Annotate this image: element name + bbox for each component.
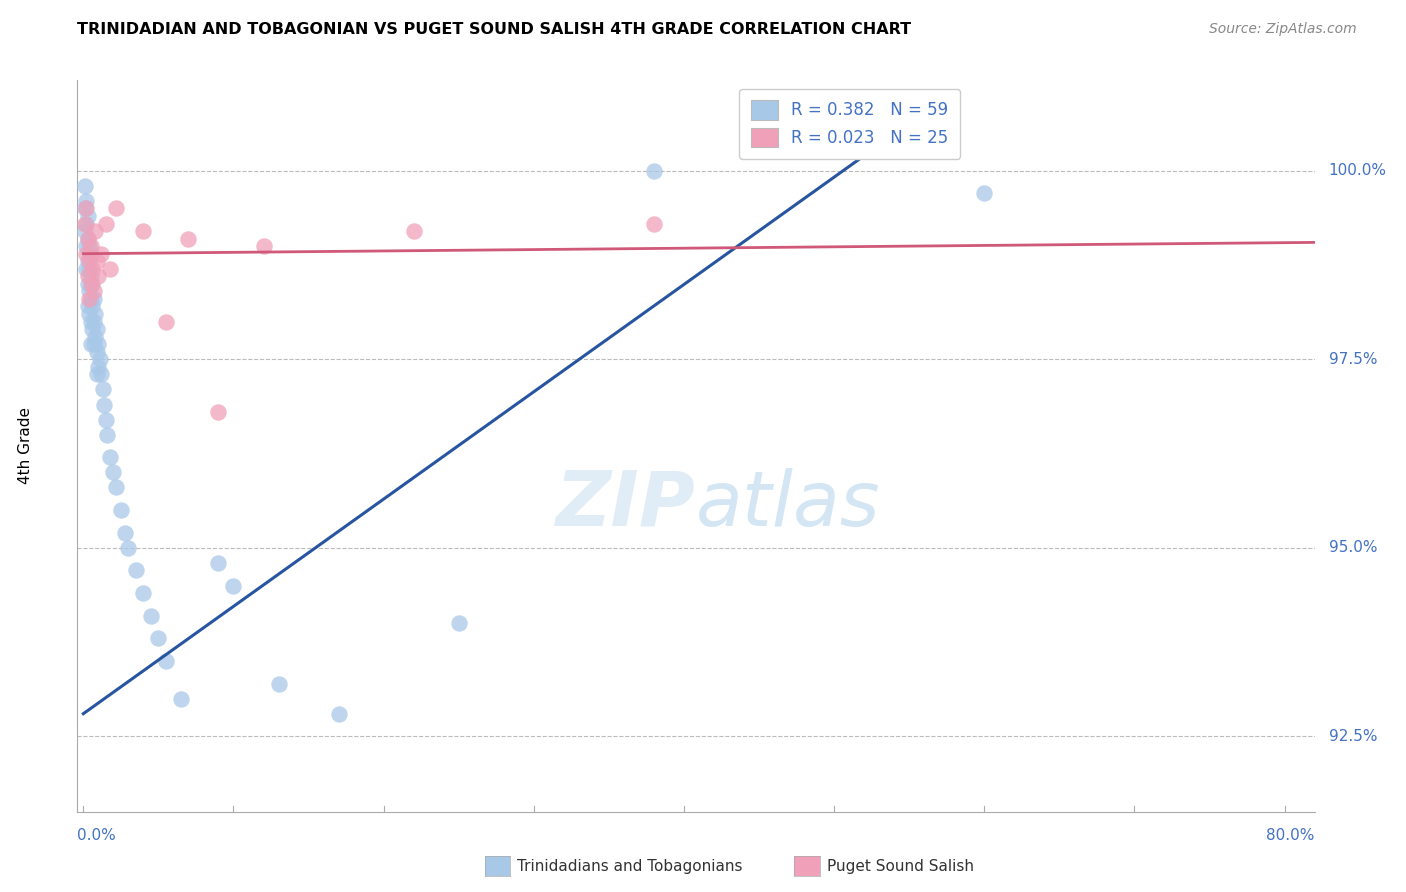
Point	[89, 352, 111, 367]
Point	[83, 337, 105, 351]
Text: Puget Sound Salish: Puget Sound Salish	[827, 859, 974, 873]
Point	[643, 163, 665, 178]
Point	[82, 261, 104, 276]
Point	[80, 277, 103, 291]
Point	[83, 285, 105, 299]
Point	[80, 269, 103, 284]
Point	[82, 277, 104, 291]
Text: 95.0%: 95.0%	[1329, 541, 1376, 556]
Point	[75, 246, 97, 260]
Point	[79, 261, 101, 276]
Text: 4th Grade: 4th Grade	[18, 408, 32, 484]
Point	[155, 315, 177, 329]
Point	[105, 480, 128, 494]
Point	[73, 178, 96, 193]
Point	[75, 261, 97, 276]
Point	[94, 412, 117, 426]
Point	[447, 616, 470, 631]
Point	[87, 359, 110, 374]
Point	[252, 239, 274, 253]
Point	[86, 344, 108, 359]
Point	[73, 202, 96, 216]
Point	[91, 383, 114, 397]
Point	[84, 224, 107, 238]
Text: 100.0%: 100.0%	[1329, 163, 1386, 178]
Point	[75, 239, 97, 253]
Point	[76, 232, 98, 246]
Legend: R = 0.382   N = 59, R = 0.023   N = 25: R = 0.382 N = 59, R = 0.023 N = 25	[740, 88, 960, 159]
Point	[80, 337, 103, 351]
Point	[973, 186, 995, 201]
Point	[148, 632, 170, 646]
Point	[80, 246, 103, 260]
Point	[79, 292, 101, 306]
Point	[80, 292, 103, 306]
Point	[93, 398, 115, 412]
Point	[84, 307, 107, 321]
Point	[96, 427, 118, 442]
Point	[139, 608, 162, 623]
Point	[79, 239, 101, 253]
Point	[76, 300, 98, 314]
Point	[87, 337, 110, 351]
Text: 92.5%: 92.5%	[1329, 729, 1376, 744]
Point	[82, 322, 104, 336]
Text: 0.0%: 0.0%	[77, 828, 117, 843]
Point	[75, 217, 97, 231]
Point	[80, 239, 103, 253]
Point	[83, 292, 105, 306]
Point	[82, 300, 104, 314]
Point	[86, 322, 108, 336]
Point	[76, 277, 98, 291]
Point	[75, 194, 97, 208]
Point	[328, 706, 350, 721]
Text: 80.0%: 80.0%	[1267, 828, 1315, 843]
Text: Trinidadians and Tobagonians: Trinidadians and Tobagonians	[517, 859, 742, 873]
Point	[207, 556, 229, 570]
Point	[86, 368, 108, 382]
Point	[643, 217, 665, 231]
Point	[98, 261, 121, 276]
Point	[103, 466, 125, 480]
Point	[73, 217, 96, 231]
Point	[90, 246, 112, 260]
Point	[76, 269, 98, 284]
Point	[132, 224, 155, 238]
Point	[177, 232, 200, 246]
Point	[86, 254, 108, 268]
Point	[402, 224, 425, 238]
Point	[79, 254, 101, 268]
Text: ZIP: ZIP	[557, 467, 696, 541]
Point	[84, 329, 107, 343]
Point	[90, 368, 112, 382]
Point	[76, 232, 98, 246]
Point	[79, 285, 101, 299]
Point	[83, 315, 105, 329]
Point	[125, 563, 148, 577]
Point	[94, 217, 117, 231]
Text: 97.5%: 97.5%	[1329, 351, 1376, 367]
Point	[207, 405, 229, 419]
Point	[132, 586, 155, 600]
Text: Source: ZipAtlas.com: Source: ZipAtlas.com	[1209, 22, 1357, 37]
Point	[267, 676, 290, 690]
Point	[105, 202, 128, 216]
Text: TRINIDADIAN AND TOBAGONIAN VS PUGET SOUND SALISH 4TH GRADE CORRELATION CHART: TRINIDADIAN AND TOBAGONIAN VS PUGET SOUN…	[77, 22, 911, 37]
Text: atlas: atlas	[696, 467, 880, 541]
Point	[155, 654, 177, 668]
Point	[73, 224, 96, 238]
Point	[98, 450, 121, 465]
Point	[79, 307, 101, 321]
Point	[170, 691, 193, 706]
Point	[114, 525, 136, 540]
Point	[80, 315, 103, 329]
Point	[76, 209, 98, 223]
Point	[117, 541, 139, 555]
Point	[75, 202, 97, 216]
Point	[222, 578, 245, 592]
Point	[76, 254, 98, 268]
Point	[110, 503, 132, 517]
Point	[87, 269, 110, 284]
